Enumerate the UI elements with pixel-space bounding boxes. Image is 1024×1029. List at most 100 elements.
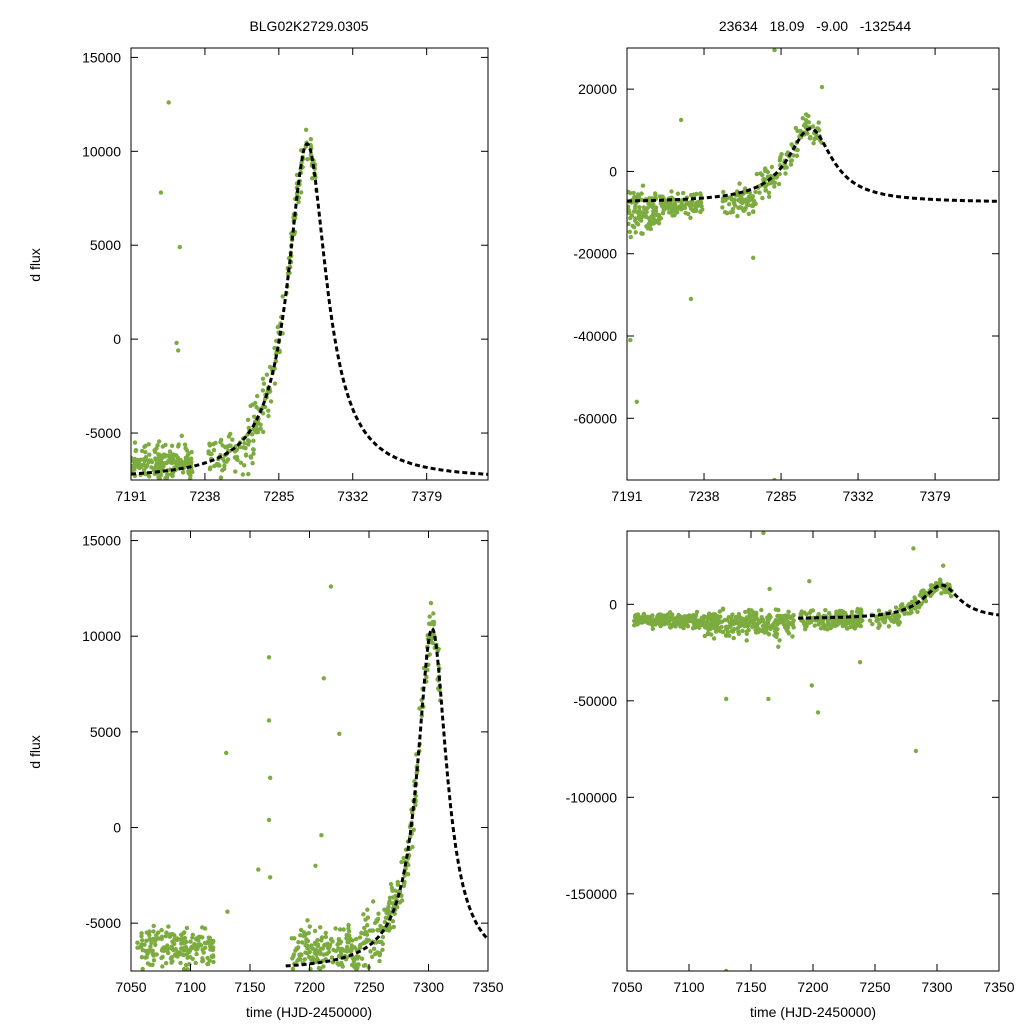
data-point — [308, 957, 314, 962]
data-point — [628, 337, 633, 343]
data-point — [272, 345, 277, 351]
data-point — [294, 946, 299, 951]
data-point — [653, 205, 659, 210]
data-point — [776, 644, 781, 649]
data-point — [718, 614, 723, 619]
data-point — [290, 956, 295, 961]
data-point — [908, 608, 914, 614]
data-point — [163, 442, 168, 448]
data-point — [224, 750, 229, 756]
data-point — [345, 940, 350, 945]
data-point — [739, 619, 744, 625]
data-point — [224, 459, 229, 464]
data-point — [694, 609, 700, 615]
data-point — [699, 204, 704, 209]
data-point — [768, 614, 773, 620]
data-point — [947, 582, 952, 588]
data-point — [661, 621, 666, 627]
data-point — [743, 197, 749, 203]
data-point — [260, 411, 266, 416]
data-point — [361, 963, 367, 968]
data-point — [143, 443, 148, 448]
data-point — [805, 619, 810, 624]
y-tick-label: 0 — [609, 163, 617, 179]
data-point — [639, 197, 644, 203]
data-point — [133, 448, 138, 454]
data-point — [795, 128, 800, 134]
data-point — [141, 462, 146, 468]
x-tick-label: 7250 — [353, 979, 384, 995]
data-point — [261, 381, 267, 386]
data-point — [682, 205, 688, 211]
y-tick-label: 5000 — [90, 237, 121, 253]
data-point — [816, 120, 821, 125]
data-point — [786, 609, 791, 614]
data-point — [243, 446, 248, 451]
data-point — [304, 937, 309, 942]
data-point — [673, 202, 678, 207]
data-point — [913, 748, 919, 754]
data-point — [772, 48, 777, 53]
x-tick-label: 7200 — [797, 979, 828, 995]
data-point — [744, 638, 749, 643]
data-point — [825, 618, 831, 623]
data-point — [656, 221, 662, 226]
data-point — [156, 475, 161, 480]
data-point — [344, 936, 349, 941]
data-point — [139, 931, 144, 936]
data-point — [203, 945, 208, 950]
data-point — [364, 939, 369, 944]
x-tick-label: 7300 — [413, 979, 444, 995]
data-point — [135, 945, 140, 950]
data-point — [344, 944, 350, 950]
data-point — [188, 946, 193, 951]
data-point — [226, 434, 232, 439]
data-point — [389, 885, 395, 891]
data-point — [896, 622, 901, 627]
data-point — [354, 967, 359, 971]
data-point — [401, 855, 406, 861]
data-point — [916, 605, 922, 610]
data-point — [430, 621, 436, 626]
data-point — [639, 231, 644, 236]
data-point — [810, 608, 815, 613]
data-point — [652, 619, 657, 624]
data-point — [767, 586, 772, 592]
data-point — [378, 923, 383, 929]
data-point — [260, 376, 266, 381]
data-point — [850, 620, 855, 625]
data-point — [330, 939, 335, 944]
ylabel-top-left: d flux — [27, 248, 43, 281]
data-point — [744, 617, 749, 622]
data-point — [895, 612, 900, 617]
y-tick-label: -150000 — [566, 886, 618, 902]
data-point — [250, 447, 256, 452]
data-point — [816, 612, 821, 617]
x-tick-label: 7285 — [765, 488, 796, 504]
data-point — [711, 625, 716, 630]
data-point — [763, 166, 768, 171]
plot-frame-bl — [130, 530, 489, 972]
data-point — [650, 626, 655, 631]
data-point — [132, 440, 138, 445]
data-point — [147, 936, 152, 942]
data-point — [726, 624, 731, 629]
data-point — [180, 938, 185, 944]
data-point — [387, 899, 392, 904]
x-tick-label: 7285 — [263, 488, 294, 504]
data-point — [365, 907, 370, 912]
data-point — [828, 625, 834, 630]
data-point — [337, 731, 342, 736]
data-point — [185, 456, 191, 462]
data-point — [791, 153, 796, 158]
data-point — [636, 194, 642, 200]
data-point — [746, 202, 751, 208]
data-point — [691, 619, 696, 624]
data-point — [845, 626, 850, 631]
data-point — [720, 606, 726, 611]
data-point — [811, 141, 816, 146]
data-point — [386, 904, 391, 909]
data-point — [207, 935, 213, 941]
data-point — [305, 951, 310, 956]
x-tick-label: 7238 — [189, 488, 220, 504]
